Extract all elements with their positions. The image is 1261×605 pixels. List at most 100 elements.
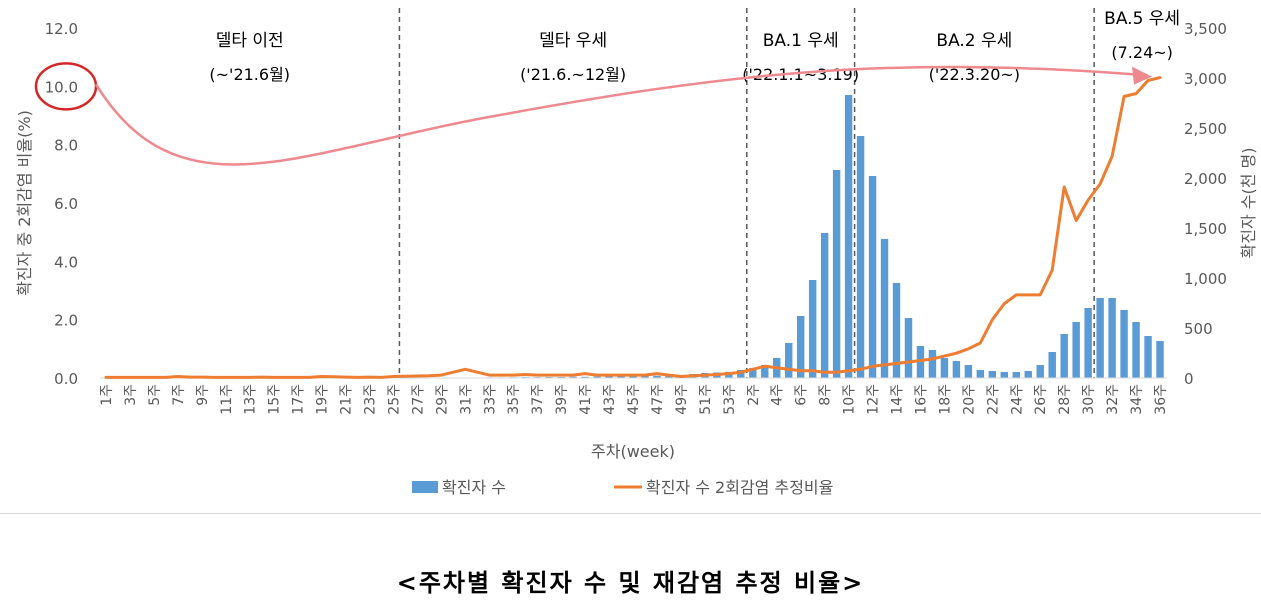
x-tick-label: 21주 bbox=[339, 384, 355, 415]
bar bbox=[665, 375, 673, 378]
line-point bbox=[452, 371, 455, 373]
x-tick-label: 8주 bbox=[818, 384, 834, 406]
legend-swatch-bars bbox=[412, 481, 438, 493]
line-point bbox=[1123, 95, 1125, 98]
line-point bbox=[548, 374, 550, 376]
line-point bbox=[1039, 294, 1042, 296]
line-point bbox=[1111, 155, 1113, 158]
line-point bbox=[1147, 79, 1149, 82]
line-point bbox=[224, 376, 227, 379]
bar bbox=[796, 316, 805, 378]
line-point bbox=[1087, 199, 1089, 201]
bar bbox=[629, 376, 637, 378]
x-tick-label: 20주 bbox=[961, 384, 977, 415]
x-tick-label: 10주 bbox=[842, 384, 858, 415]
left-tick-label: 8.0 bbox=[54, 137, 78, 155]
left-tick-label: 6.0 bbox=[54, 195, 78, 213]
line-point bbox=[1075, 219, 1077, 222]
bar bbox=[617, 376, 625, 378]
line-point bbox=[967, 348, 970, 350]
x-tick-label: 5주 bbox=[147, 384, 163, 406]
bar bbox=[964, 365, 973, 378]
phase-subtitle: ('22.1.1~3.19) bbox=[742, 65, 859, 84]
line-point bbox=[979, 342, 982, 344]
x-tick-label: 15주 bbox=[267, 384, 283, 415]
line-point bbox=[488, 374, 491, 376]
legend-label-line: 확진자 수 2회감염 추정비율 bbox=[646, 478, 833, 497]
right-tick-label: 2,500 bbox=[1184, 120, 1227, 138]
line-point bbox=[787, 368, 790, 371]
bar bbox=[820, 233, 829, 378]
bar bbox=[605, 376, 613, 378]
line-point bbox=[464, 368, 467, 371]
bar bbox=[641, 376, 649, 378]
x-tick-label: 51주 bbox=[698, 384, 714, 415]
bar bbox=[1060, 334, 1068, 378]
line-point bbox=[799, 369, 802, 372]
left-tick-label: 10.0 bbox=[45, 78, 78, 96]
line-point bbox=[883, 364, 886, 366]
line-point bbox=[512, 374, 515, 376]
bar bbox=[868, 176, 877, 378]
line-point bbox=[1135, 92, 1137, 95]
line-point bbox=[991, 318, 994, 321]
x-tick-label: 3주 bbox=[123, 384, 139, 406]
line-point bbox=[608, 374, 610, 376]
bar bbox=[880, 239, 889, 378]
x-tick-label: 49주 bbox=[674, 384, 690, 415]
x-tick-label: 13주 bbox=[243, 384, 259, 415]
line-point bbox=[165, 376, 167, 379]
x-tick-label: 31주 bbox=[458, 384, 474, 415]
line-point bbox=[919, 359, 922, 362]
x-tick-label: 9주 bbox=[195, 384, 211, 406]
left-tick-label: 2.0 bbox=[54, 312, 78, 330]
x-tick-label: 7주 bbox=[171, 384, 187, 406]
line-point bbox=[332, 376, 335, 378]
left-tick-label: 4.0 bbox=[54, 253, 78, 271]
phase-subtitle: (7.24~) bbox=[1111, 43, 1173, 62]
line-point bbox=[620, 374, 622, 376]
line-point bbox=[1051, 269, 1054, 271]
x-tick-label: 32주 bbox=[1105, 384, 1121, 415]
right-tick-label: 1,500 bbox=[1184, 220, 1227, 238]
line-point bbox=[692, 374, 694, 377]
line-point bbox=[284, 376, 287, 379]
line-point bbox=[105, 376, 107, 379]
line-point bbox=[189, 376, 191, 378]
x-tick-label: 26주 bbox=[1033, 384, 1049, 415]
line-point bbox=[272, 376, 275, 379]
line-point bbox=[955, 352, 958, 355]
line-point bbox=[320, 375, 323, 378]
bar bbox=[1132, 322, 1140, 378]
line-point bbox=[859, 368, 862, 371]
annotation-arrow bbox=[34, 62, 1153, 166]
x-tick-label: 18주 bbox=[937, 384, 953, 415]
line-point bbox=[871, 365, 874, 368]
reinfection-line bbox=[104, 76, 1162, 379]
line-point bbox=[344, 376, 347, 378]
right-tick-label: 3,000 bbox=[1184, 70, 1227, 88]
line-point bbox=[236, 376, 239, 379]
axes: 0.0 2.0 4.0 6.0 8.0 10.0 12.0 0 500 1,000 1,500 2,0… bbox=[15, 20, 1258, 461]
bar bbox=[856, 136, 865, 378]
line-point bbox=[1015, 294, 1018, 296]
line-point bbox=[476, 371, 479, 373]
bar bbox=[1096, 298, 1104, 378]
x-tick-label: 30주 bbox=[1081, 384, 1097, 415]
phase-title: BA.1 우세 bbox=[763, 31, 839, 51]
phase-title: BA.5 우세 bbox=[1104, 9, 1180, 29]
line-point bbox=[763, 365, 766, 368]
x-tick-label: 29주 bbox=[434, 384, 450, 415]
left-axis-title: 확진자 중 2회감염 비율(%) bbox=[15, 110, 34, 296]
bar bbox=[904, 318, 913, 378]
line-point bbox=[416, 375, 419, 377]
bar bbox=[988, 371, 997, 378]
phase-subtitle: (~'21.6월) bbox=[209, 65, 290, 84]
bar bbox=[1036, 365, 1044, 378]
line-point bbox=[368, 376, 371, 378]
figure-caption: <주차별 확진자 수 및 재감염 추정 비율> bbox=[396, 569, 865, 597]
line-point bbox=[823, 371, 826, 373]
bar bbox=[569, 376, 577, 378]
x-tick-label: 43주 bbox=[602, 384, 618, 415]
line-series bbox=[104, 76, 1162, 379]
